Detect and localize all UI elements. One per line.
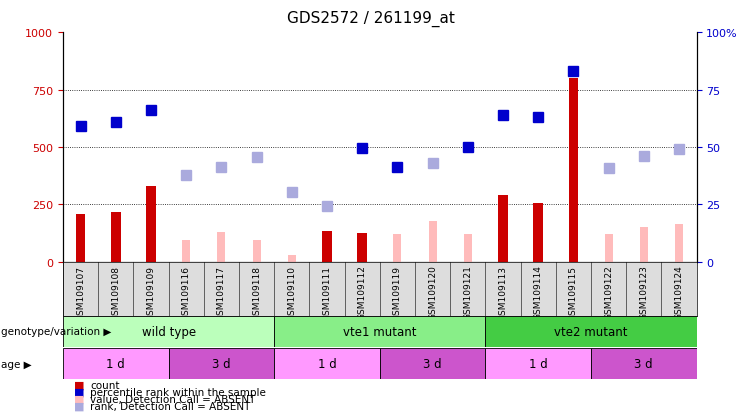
Bar: [146, 187, 156, 262]
Text: 1 d: 1 d: [318, 357, 336, 370]
Text: ■: ■: [74, 394, 84, 404]
Text: GSM109121: GSM109121: [463, 265, 472, 320]
Bar: [568, 79, 578, 262]
Bar: [169, 348, 274, 379]
Text: GSM109111: GSM109111: [322, 265, 331, 320]
Bar: [111, 213, 121, 262]
Text: rank, Detection Call = ABSENT: rank, Detection Call = ABSENT: [90, 401, 250, 411]
Bar: [274, 316, 485, 347]
Bar: [534, 204, 543, 262]
Bar: [485, 348, 591, 379]
Text: ■: ■: [74, 387, 84, 397]
Text: 3 d: 3 d: [634, 357, 653, 370]
Bar: [322, 231, 332, 262]
Text: vte2 mutant: vte2 mutant: [554, 325, 628, 338]
Bar: [274, 348, 380, 379]
Text: 1 d: 1 d: [529, 357, 548, 370]
Text: value, Detection Call = ABSENT: value, Detection Call = ABSENT: [90, 394, 256, 404]
Bar: [288, 255, 296, 262]
Bar: [63, 316, 274, 347]
Text: GSM109114: GSM109114: [534, 265, 542, 320]
Bar: [605, 235, 613, 262]
Bar: [428, 221, 436, 262]
Bar: [591, 348, 697, 379]
Bar: [464, 235, 472, 262]
Text: GSM109122: GSM109122: [604, 265, 613, 320]
Text: GSM109112: GSM109112: [358, 265, 367, 320]
Text: GSM109115: GSM109115: [569, 265, 578, 320]
Bar: [379, 348, 485, 379]
Text: GSM109116: GSM109116: [182, 265, 190, 320]
Text: vte1 mutant: vte1 mutant: [343, 325, 416, 338]
Bar: [63, 348, 169, 379]
Text: age ▶: age ▶: [1, 358, 32, 369]
Bar: [357, 234, 367, 262]
Text: GSM109113: GSM109113: [499, 265, 508, 320]
Text: percentile rank within the sample: percentile rank within the sample: [90, 387, 266, 397]
Bar: [639, 228, 648, 262]
Text: wild type: wild type: [142, 325, 196, 338]
Text: 1 d: 1 d: [107, 357, 125, 370]
Bar: [675, 224, 683, 262]
Text: GSM109118: GSM109118: [252, 265, 261, 320]
Text: GSM109120: GSM109120: [428, 265, 437, 320]
Bar: [485, 316, 697, 347]
Bar: [393, 235, 402, 262]
Text: GSM109119: GSM109119: [393, 265, 402, 320]
Bar: [217, 233, 225, 262]
Text: count: count: [90, 380, 120, 390]
Bar: [76, 214, 85, 262]
Text: 3 d: 3 d: [423, 357, 442, 370]
Text: ■: ■: [74, 401, 84, 411]
Text: GSM109110: GSM109110: [288, 265, 296, 320]
Text: 3 d: 3 d: [212, 357, 230, 370]
Text: GSM109107: GSM109107: [76, 265, 85, 320]
Text: ■: ■: [74, 380, 84, 390]
Bar: [182, 240, 190, 262]
Text: GSM109117: GSM109117: [217, 265, 226, 320]
Bar: [253, 240, 261, 262]
Text: GSM109123: GSM109123: [639, 265, 648, 320]
Text: GDS2572 / 261199_at: GDS2572 / 261199_at: [287, 10, 454, 26]
Bar: [498, 196, 508, 262]
Text: GSM109124: GSM109124: [674, 265, 683, 320]
Text: GSM109108: GSM109108: [111, 265, 120, 320]
Text: GSM109109: GSM109109: [147, 265, 156, 320]
Text: genotype/variation ▶: genotype/variation ▶: [1, 326, 112, 337]
